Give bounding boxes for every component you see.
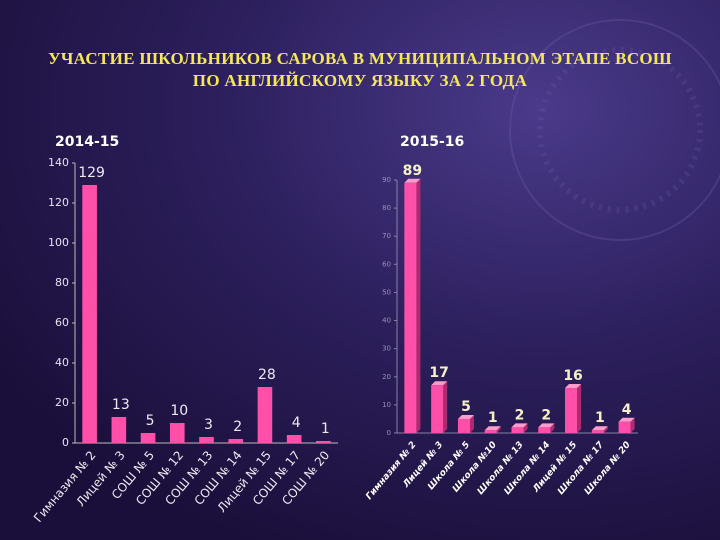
- data-label: 5: [146, 413, 155, 429]
- y-tick-label: 20: [55, 396, 69, 409]
- bar: [199, 437, 214, 443]
- y-tick-label: 50: [382, 288, 391, 296]
- y-tick-label: 90: [382, 176, 391, 184]
- y-tick-label: 120: [48, 196, 69, 209]
- data-label: 16: [563, 368, 582, 384]
- data-label: 1: [321, 421, 330, 437]
- bar-top: [565, 384, 582, 389]
- bar: [111, 417, 127, 443]
- y-tick-label: 10: [382, 401, 391, 409]
- data-label: 2: [541, 407, 551, 423]
- y-tick-label: 80: [55, 276, 69, 289]
- title-box: УЧАСТИЕ ШКОЛЬНИКОВ САРОВА В МУНИЦИПАЛЬНО…: [48, 49, 672, 90]
- bar: [565, 388, 578, 433]
- data-label: 28: [258, 367, 276, 383]
- y-tick-label: 80: [382, 204, 391, 212]
- slide-title: УЧАСТИЕ ШКОЛЬНИКОВ САРОВА В МУНИЦИПАЛЬНО…: [48, 49, 672, 90]
- data-label: 4: [292, 415, 301, 431]
- y-tick-label: 60: [55, 316, 69, 329]
- y-tick-label: 40: [55, 356, 69, 369]
- bar-side: [443, 381, 448, 433]
- bar: [431, 385, 444, 433]
- bar-top: [457, 414, 474, 419]
- y-tick-label: 60: [382, 260, 391, 268]
- bar-side: [550, 423, 555, 433]
- data-label: 3: [204, 417, 213, 433]
- bar-side: [577, 384, 582, 433]
- bar-side: [496, 426, 501, 433]
- bar: [316, 441, 331, 443]
- data-label: 1: [595, 410, 605, 426]
- bar: [511, 427, 524, 433]
- bar-side: [603, 426, 608, 433]
- bar: [82, 185, 97, 443]
- data-label: 4: [622, 402, 632, 418]
- decor-ring: [509, 19, 720, 241]
- bar-top: [511, 423, 528, 428]
- bar-top: [538, 423, 555, 428]
- bar: [257, 387, 273, 443]
- data-label: 1: [488, 410, 498, 426]
- y-tick-label: 0: [62, 436, 69, 449]
- data-label: 5: [461, 399, 471, 415]
- y-tick-label: 0: [387, 429, 391, 437]
- y-tick-label: 70: [382, 232, 391, 240]
- bar: [169, 423, 185, 443]
- chart-title: 2015-16: [400, 134, 464, 150]
- y-tick-label: 30: [382, 345, 391, 353]
- data-label: 89: [403, 163, 422, 179]
- bar: [484, 430, 497, 433]
- y-tick-label: 40: [382, 317, 391, 325]
- bar-top: [591, 426, 608, 431]
- bar: [404, 182, 417, 433]
- data-label: 2: [515, 407, 525, 423]
- bar: [591, 430, 604, 433]
- data-label: 129: [78, 165, 105, 181]
- bar-top: [484, 426, 501, 431]
- chart-title: 2014-15: [55, 134, 119, 150]
- bar: [286, 435, 302, 443]
- data-label: 2: [233, 419, 242, 435]
- decor-ring: [537, 47, 703, 213]
- bar-top: [618, 417, 635, 422]
- bar: [538, 427, 551, 433]
- data-label: 17: [429, 365, 448, 381]
- data-label: 13: [112, 397, 130, 413]
- bar: [618, 421, 631, 433]
- bar-top: [431, 381, 448, 386]
- data-label: 10: [170, 403, 188, 419]
- y-tick-label: 140: [48, 156, 69, 169]
- bar-side: [630, 417, 635, 433]
- y-tick-label: 100: [48, 236, 69, 249]
- bar: [228, 439, 244, 443]
- bar-side: [523, 423, 528, 433]
- bar: [140, 433, 156, 443]
- y-tick-label: 20: [382, 373, 391, 381]
- bar-top: [404, 178, 421, 183]
- bar: [457, 418, 470, 433]
- bar-side: [469, 414, 474, 433]
- bar-side: [416, 178, 421, 433]
